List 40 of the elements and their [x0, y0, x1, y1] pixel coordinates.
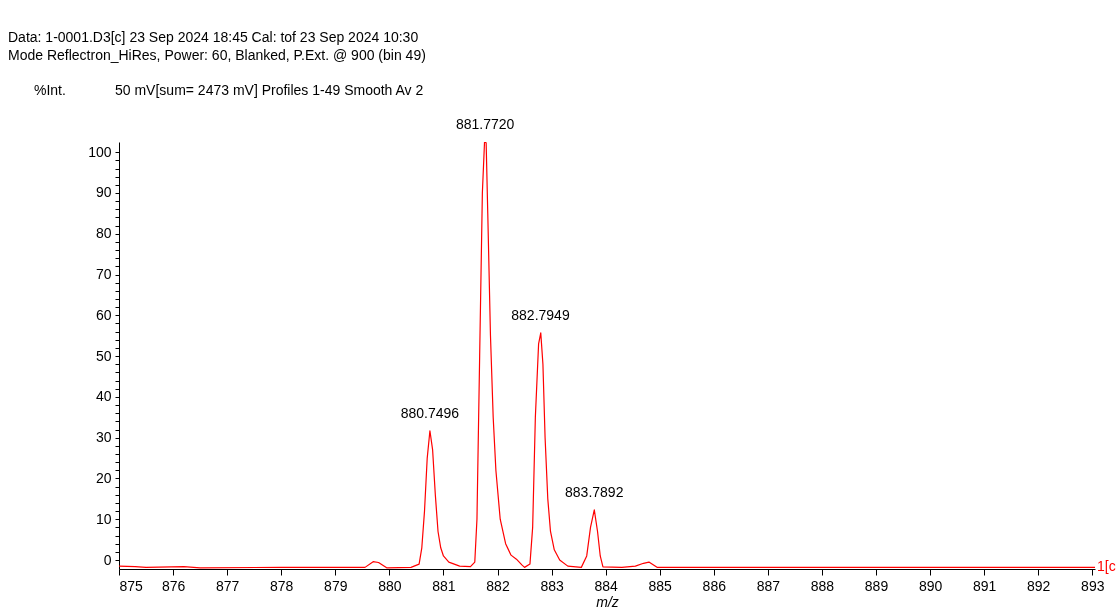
y-tick-label: 20 — [95, 469, 112, 486]
x-tick-label: 883 — [540, 577, 564, 594]
y-tick-label: 30 — [95, 429, 112, 446]
x-tick-label: 888 — [810, 577, 835, 594]
x-tick-label: 880 — [378, 577, 402, 594]
x-tick-label: 877 — [215, 577, 240, 594]
y-tick-label: 0 — [103, 551, 112, 568]
y-tick-label: 80 — [95, 225, 112, 242]
x-tick-label: 876 — [161, 577, 186, 594]
text: 1[c — [1097, 558, 1116, 574]
x-tick-label: 881 — [432, 577, 456, 594]
x-tick-label: 892 — [1027, 577, 1051, 594]
x-tick-label: 879 — [324, 577, 348, 594]
x-tick-label: 875 — [119, 577, 144, 594]
x-tick-label: 887 — [756, 577, 781, 594]
x-tick-label: 893 — [1081, 577, 1105, 594]
y-tick-label: 60 — [95, 306, 112, 323]
annotation: 880.7496 — [400, 404, 460, 421]
x-axis-title: m/z — [596, 593, 619, 610]
x-tick-label: 884 — [594, 577, 619, 594]
x-tick-label: 889 — [864, 577, 889, 594]
x-tick-label: 878 — [270, 577, 294, 594]
x-tick-label: 891 — [972, 577, 997, 594]
y-tick-label: 10 — [95, 510, 112, 527]
annotation: 882.7949 — [511, 306, 570, 323]
y-tick-label: 40 — [95, 388, 112, 405]
text: 50 mV[sum= 2473 mV] Profiles 1-49 Smooth Av 2 — [115, 82, 424, 98]
y-tick-label: 70 — [95, 266, 112, 283]
annotation: 883.7892 — [565, 483, 624, 500]
y-tick-label: 50 — [95, 347, 112, 364]
chart-subtitle: Mode Reflectron_HiRes, Power: 60, Blanked, P.Ext. @ 900 (bin 49) — [8, 47, 426, 63]
x-tick-label: 882 — [486, 577, 510, 594]
y-axis-title: %Int. — [34, 82, 66, 98]
x-tick-label: 885 — [648, 577, 673, 594]
y-tick-label: 90 — [95, 184, 112, 201]
annotation: 881.7720 — [455, 116, 515, 132]
x-tick-label: 890 — [918, 577, 943, 594]
chart-title: Data: 1-0001.D3[c] 23 Sep 2024 18:45 Cal: tof 23 Sep 2024 10:30 — [8, 29, 419, 45]
y-tick-label: 100 — [88, 143, 112, 160]
x-tick-label: 886 — [702, 577, 727, 594]
